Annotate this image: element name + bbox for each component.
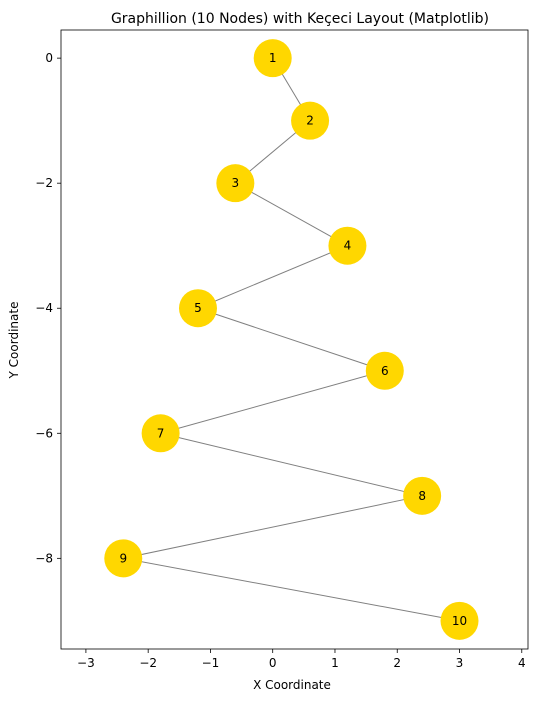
graph-edge-8-9 xyxy=(123,495,423,559)
graph-node-5: 5 xyxy=(178,289,217,328)
node-label: 7 xyxy=(157,426,165,440)
plot-frame xyxy=(60,29,529,650)
node-label: 9 xyxy=(119,551,127,565)
graph-node-6: 6 xyxy=(365,351,404,390)
x-tick-label: −2 xyxy=(139,656,157,670)
graph-edge-4-5 xyxy=(197,245,348,309)
node-marker xyxy=(141,414,180,453)
node-marker xyxy=(178,289,217,328)
graph-node-7: 7 xyxy=(141,414,180,453)
graph-node-2: 2 xyxy=(291,101,330,140)
graph-edge-3-4 xyxy=(235,182,348,247)
x-tick-label: 4 xyxy=(518,656,526,670)
y-tick-label: −2 xyxy=(35,176,53,190)
node-label: 4 xyxy=(344,239,352,253)
graph-node-1: 1 xyxy=(253,39,292,78)
x-axis: −3 −2 −1 0 1 2 3 4 xyxy=(77,649,526,670)
node-marker xyxy=(403,476,442,515)
node-marker xyxy=(365,351,404,390)
graph-edge-5-6 xyxy=(197,307,385,372)
node-marker xyxy=(328,226,367,265)
graph-node-3: 3 xyxy=(216,164,255,203)
x-tick-label: −3 xyxy=(77,656,95,670)
graph-node-10: 10 xyxy=(440,601,479,640)
graph-edge-9-10 xyxy=(123,557,460,622)
y-tick-label: −6 xyxy=(35,426,53,440)
graph-edge-7-8 xyxy=(160,432,423,497)
graph-edge-6-7 xyxy=(160,370,385,434)
node-marker xyxy=(253,39,292,78)
x-tick-label: 0 xyxy=(269,656,277,670)
node-label: 6 xyxy=(381,364,389,378)
node-marker xyxy=(440,601,479,640)
x-tick-label: 3 xyxy=(456,656,464,670)
chart-title: Graphillion (10 Nodes) with Keçeci Layou… xyxy=(111,11,489,27)
node-label: 3 xyxy=(232,176,240,190)
node-marker xyxy=(216,164,255,203)
y-tick-label: 0 xyxy=(45,51,53,65)
node-layer: 1 2 3 4 5 6 7 8 9 10 xyxy=(104,39,479,640)
x-tick-label: −1 xyxy=(202,656,220,670)
graph-node-4: 4 xyxy=(328,226,367,265)
x-axis-label: X Coordinate xyxy=(253,678,331,692)
node-label: 10 xyxy=(452,614,467,628)
x-tick-label: 1 xyxy=(331,656,339,670)
x-tick-label: 2 xyxy=(393,656,401,670)
node-label: 1 xyxy=(269,51,277,65)
y-axis-label: Y Coordinate xyxy=(7,302,21,380)
graph-node-8: 8 xyxy=(403,476,442,515)
node-marker xyxy=(291,101,330,140)
y-axis: 0 −2 −4 −6 −8 xyxy=(35,51,61,565)
graph-node-9: 9 xyxy=(104,539,143,578)
node-label: 8 xyxy=(418,489,426,503)
node-label: 5 xyxy=(194,301,202,315)
node-marker xyxy=(104,539,143,578)
y-tick-label: −8 xyxy=(35,551,53,565)
edge-layer xyxy=(123,57,460,622)
node-label: 2 xyxy=(306,114,314,128)
y-tick-label: −4 xyxy=(35,301,53,315)
